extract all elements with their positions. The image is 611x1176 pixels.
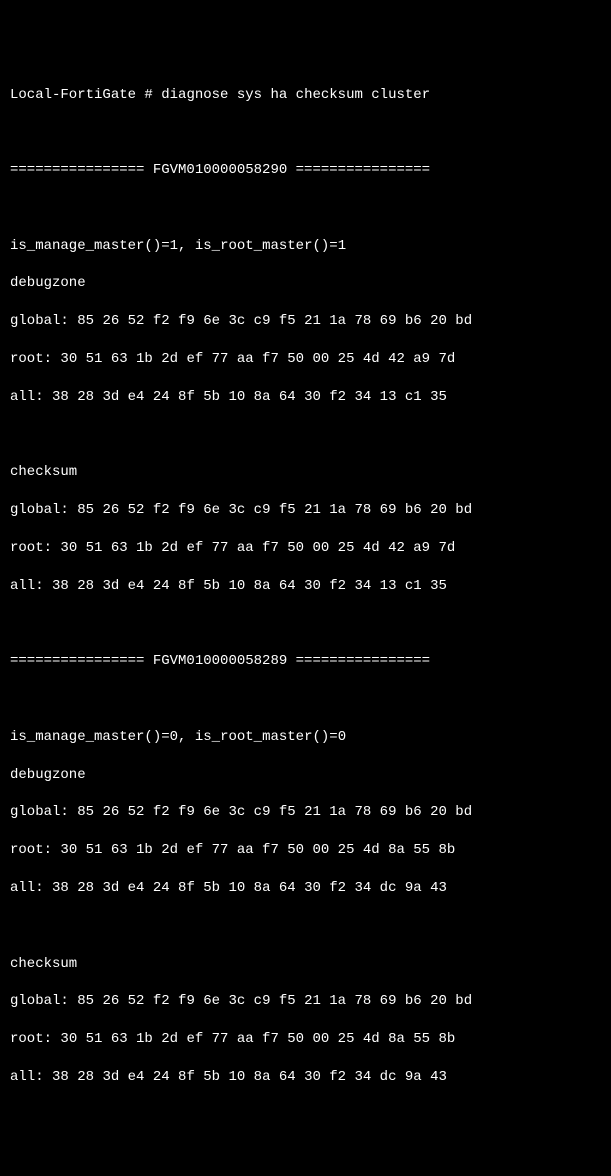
blank-line xyxy=(10,199,601,218)
master-status-0: is_manage_master()=1, is_root_master()=1 xyxy=(10,237,601,256)
debugzone-header-1: debugzone xyxy=(10,766,601,785)
divider-node-0: ================ FGVM010000058290 ======… xyxy=(10,161,601,180)
blank-line xyxy=(10,690,601,709)
debugzone-global-0: global: 85 26 52 f2 f9 6e 3c c9 f5 21 1a… xyxy=(10,312,601,331)
debugzone-global-1: global: 85 26 52 f2 f9 6e 3c c9 f5 21 1a… xyxy=(10,803,601,822)
master-status-1: is_manage_master()=0, is_root_master()=0 xyxy=(10,728,601,747)
blank-line xyxy=(10,426,601,445)
debugzone-header-0: debugzone xyxy=(10,274,601,293)
debugzone-all-0: all: 38 28 3d e4 24 8f 5b 10 8a 64 30 f2… xyxy=(10,388,601,407)
checksum-all-1: all: 38 28 3d e4 24 8f 5b 10 8a 64 30 f2… xyxy=(10,1068,601,1087)
checksum-all-0: all: 38 28 3d e4 24 8f 5b 10 8a 64 30 f2… xyxy=(10,577,601,596)
checksum-header-0: checksum xyxy=(10,463,601,482)
checksum-global-1: global: 85 26 52 f2 f9 6e 3c c9 f5 21 1a… xyxy=(10,992,601,1011)
checksum-global-0: global: 85 26 52 f2 f9 6e 3c c9 f5 21 1a… xyxy=(10,501,601,520)
command: diagnose sys ha checksum cluster xyxy=(161,87,430,103)
blank-line xyxy=(10,615,601,634)
debugzone-root-0: root: 30 51 63 1b 2d ef 77 aa f7 50 00 2… xyxy=(10,350,601,369)
node-id-1: FGVM010000058289 xyxy=(153,653,287,669)
debugzone-all-1: all: 38 28 3d e4 24 8f 5b 10 8a 64 30 f2… xyxy=(10,879,601,898)
checksum-root-0: root: 30 51 63 1b 2d ef 77 aa f7 50 00 2… xyxy=(10,539,601,558)
debugzone-root-1: root: 30 51 63 1b 2d ef 77 aa f7 50 00 2… xyxy=(10,841,601,860)
prompt-line: Local-FortiGate # diagnose sys ha checks… xyxy=(10,86,601,105)
blank-line xyxy=(10,123,601,142)
hostname: Local-FortiGate xyxy=(10,87,136,103)
divider-node-1: ================ FGVM010000058289 ======… xyxy=(10,652,601,671)
checksum-header-1: checksum xyxy=(10,955,601,974)
checksum-root-1: root: 30 51 63 1b 2d ef 77 aa f7 50 00 2… xyxy=(10,1030,601,1049)
blank-line xyxy=(10,917,601,936)
node-id-0: FGVM010000058290 xyxy=(153,162,287,178)
